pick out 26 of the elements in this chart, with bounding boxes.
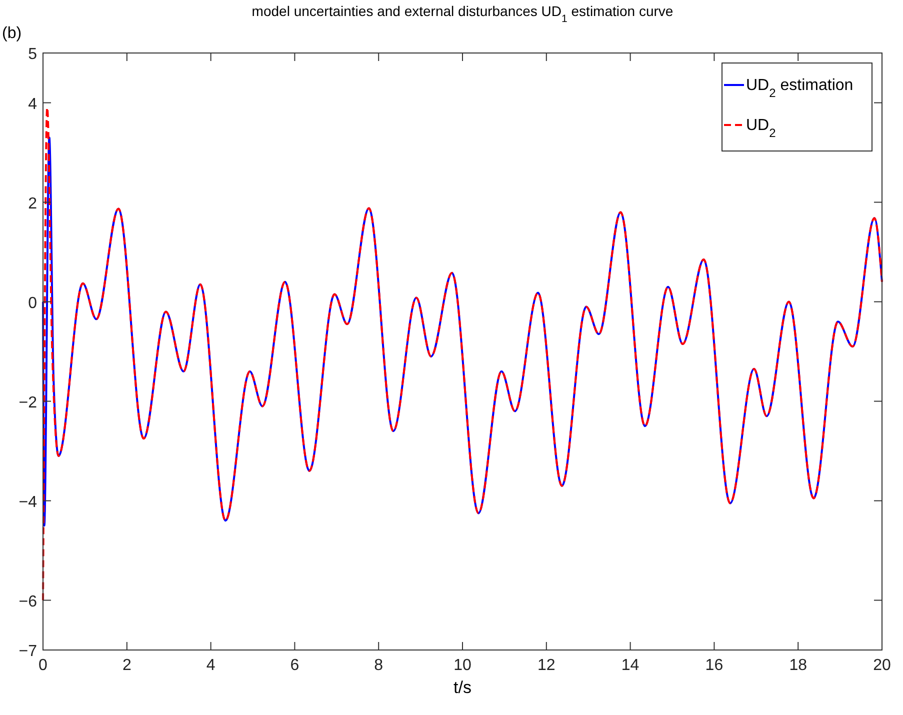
- legend-label: UD$_{2}$: [746, 117, 776, 140]
- legend-label: UD$_{2}$ estimation: [746, 77, 854, 100]
- x-tick-label: 4: [206, 657, 216, 674]
- y-tick-label: 0: [28, 294, 38, 312]
- y-tick-label: 5: [28, 46, 38, 63]
- y-tick-label: −7: [18, 643, 38, 660]
- y-tick-label: −2: [18, 394, 38, 412]
- text: (b): [2, 25, 22, 42]
- x-tick-label: 6: [290, 657, 300, 674]
- line-series: [42, 136, 883, 527]
- y-tick-label: −4: [18, 494, 38, 511]
- y-tick-label: −6: [18, 593, 38, 610]
- x-tick-label: 18: [789, 657, 808, 674]
- x-tick-label: 2: [122, 657, 132, 674]
- x-tick-label: 14: [621, 657, 640, 674]
- x-tick-label: 16: [705, 657, 724, 674]
- x-tick-label: 0: [38, 657, 48, 674]
- x-tick-label: 8: [374, 657, 384, 674]
- chart-title: model uncertainties and external disturbances UD$_{1}$ estimation curve: [252, 3, 674, 25]
- x-tick-label: 20: [873, 657, 891, 674]
- y-tick-label: 4: [28, 96, 38, 113]
- x-axis-title: t/s: [454, 678, 472, 697]
- x-tick-label: 12: [538, 657, 556, 674]
- x-tick-label: 10: [454, 657, 472, 674]
- y-tick-label: 2: [28, 195, 38, 212]
- line-series: [42, 106, 883, 602]
